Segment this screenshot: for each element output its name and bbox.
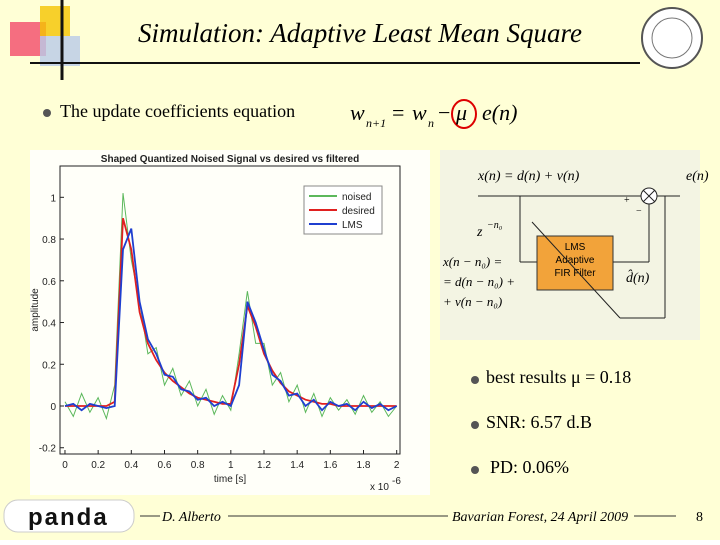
- diagram-label: −n₀: [487, 220, 503, 231]
- university-seal: [641, 7, 703, 69]
- x-tick-label: 1: [228, 460, 234, 471]
- eq-part: −: [438, 100, 450, 125]
- x-tick-label: 0.8: [191, 460, 205, 471]
- x-tick-label: 1.6: [323, 460, 337, 471]
- x-tick-label: 0.6: [158, 460, 172, 471]
- plot-frame: [59, 165, 401, 455]
- diagram-label: d̂(n): [626, 269, 650, 286]
- legend-label: desired: [342, 206, 375, 217]
- x-tick-label: 2: [394, 460, 400, 471]
- bullet-dot: [471, 376, 479, 384]
- mu-highlight: [451, 99, 477, 129]
- bullet-dot: [471, 421, 479, 429]
- eq-part: w: [412, 100, 427, 125]
- y-tick-label: 1: [50, 193, 56, 204]
- data-line: [64, 228, 398, 412]
- adapt-arrow: [531, 221, 621, 319]
- x-tick-label: 0.2: [91, 460, 105, 471]
- eq-part: n: [428, 116, 434, 130]
- eq-part: e(n): [482, 100, 517, 125]
- diagram: x(n) = d(n) + v(n) e(n) + − z −n₀ x(n − …: [442, 169, 709, 319]
- y-tick-label: 0: [50, 402, 56, 413]
- diagram-label: e(n): [686, 169, 709, 184]
- x-tick-label: 0: [62, 460, 68, 471]
- y-tick-label: 0.8: [42, 235, 56, 246]
- x-axis-label: time [s]: [214, 474, 246, 485]
- y-tick-label: 0.6: [42, 277, 56, 288]
- logo-badge: [3, 499, 135, 533]
- university-seal: [651, 17, 693, 59]
- x-tick-label: 0.4: [124, 460, 138, 471]
- y-tick-label: 0.2: [42, 360, 56, 371]
- bullet-text: best results μ = 0.18: [486, 367, 631, 387]
- bullet-text: SNR: 6.57 d.B: [486, 412, 592, 432]
- bullet-dot: [43, 109, 51, 117]
- deco-square: [40, 6, 70, 36]
- footer-venue: Bavarian Forest, 24 April 2009: [452, 510, 628, 525]
- lms-filter-box: [536, 235, 614, 291]
- x-exponent-power: -6: [392, 476, 401, 487]
- diagram-label: x(n) = d(n) + v(n): [477, 169, 580, 184]
- filter-label: LMS: [565, 242, 586, 253]
- diagram-label: = d(n − n₀) +: [443, 274, 515, 289]
- y-tick-label: 0.4: [42, 319, 56, 330]
- bullet-text: PD: 0.06%: [490, 457, 569, 477]
- y-axis-label: amplitude: [30, 288, 41, 332]
- filter-label: Adaptive: [556, 255, 595, 266]
- x-tick-label: 1.8: [357, 460, 371, 471]
- footer-author: D. Alberto: [161, 510, 221, 525]
- x-tick-label: 1.4: [290, 460, 304, 471]
- equation: w n+1 = w n − μ e(n): [350, 99, 517, 130]
- diagram-label: + v(n − n₀): [443, 294, 502, 309]
- x-tick-label: 1.2: [257, 460, 271, 471]
- logo: panda: [28, 504, 109, 531]
- diagram-label: z: [476, 225, 483, 240]
- eq-part: n+1: [366, 116, 386, 130]
- eq-part: w: [350, 100, 365, 125]
- bullet-dot: [471, 466, 479, 474]
- chart: Shaped Quantized Noised Signal vs desire…: [30, 154, 401, 493]
- sum-node: [642, 189, 656, 203]
- eq-part: =: [392, 100, 404, 125]
- legend-label: noised: [342, 192, 371, 203]
- legend-label: LMS: [342, 220, 363, 231]
- eq-part: μ: [455, 100, 467, 125]
- bullet-text: The update coefficients equation: [60, 101, 295, 121]
- page-number: 8: [696, 510, 703, 525]
- slide-title: Simulation: Adaptive Least Mean Square: [138, 18, 582, 48]
- x-exponent: x 10: [370, 482, 389, 493]
- diagram-label: x(n − n₀) =: [442, 254, 502, 269]
- results: best results μ = 0.18 SNR: 6.57 d.B PD: …: [471, 367, 631, 477]
- diagram-label: +: [624, 195, 630, 206]
- deco-square: [40, 36, 80, 66]
- chart-title: Shaped Quantized Noised Signal vs desire…: [101, 154, 359, 165]
- y-tick-label: -0.2: [39, 444, 57, 455]
- filter-label: FIR Filter: [554, 268, 596, 279]
- diagram-label: −: [636, 206, 642, 217]
